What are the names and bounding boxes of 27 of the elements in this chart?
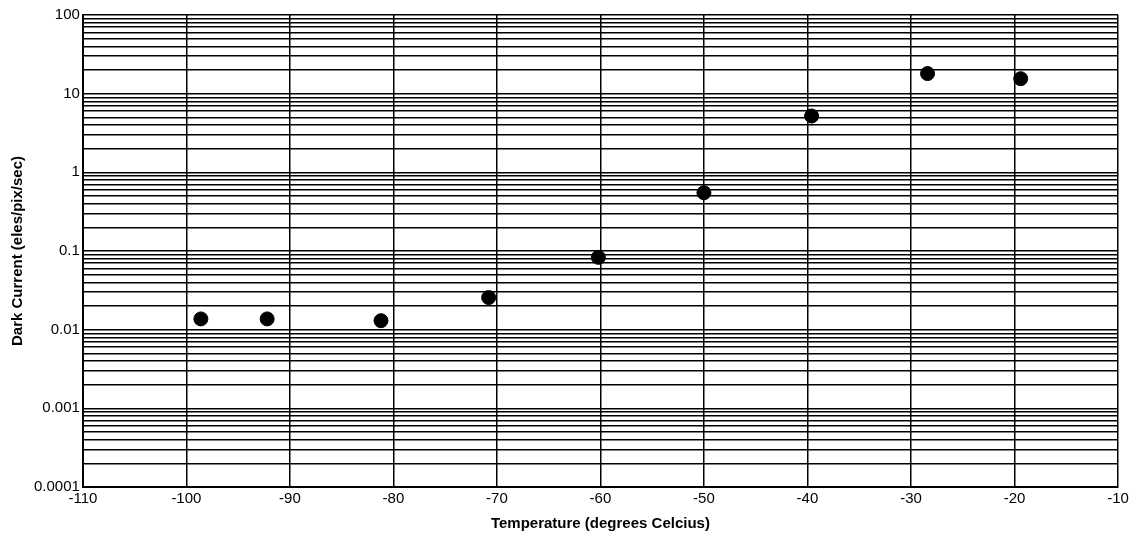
point: [481, 290, 497, 306]
x-tick-label: -50: [693, 489, 715, 507]
point: [920, 66, 936, 82]
x-tick-label: -20: [1003, 489, 1026, 507]
point: [259, 311, 275, 327]
y-axis-title: Dark Current (eles/pix/sec): [8, 155, 26, 347]
y-tick-label: 0.1: [59, 241, 80, 259]
point: [696, 185, 712, 201]
y-tick-label: 0.01: [50, 319, 80, 337]
x-tick-label: -10: [1107, 489, 1129, 507]
point: [804, 108, 820, 124]
x-tick-label: -60: [589, 489, 612, 507]
x-tick-label: -100: [171, 489, 202, 507]
x-tick-label: -90: [279, 489, 301, 507]
point: [590, 249, 606, 265]
point: [193, 311, 209, 327]
x-tick-label: -40: [796, 489, 819, 507]
point: [1013, 71, 1029, 87]
x-tick-label: -80: [382, 489, 405, 507]
x-axis-title: Temperature (degrees Celcius): [490, 514, 710, 532]
y-tick-label: 0.001: [42, 398, 80, 416]
y-tick-label: 10: [63, 83, 80, 101]
x-tick-label: -70: [486, 489, 508, 507]
y-tick-label: 100: [54, 5, 80, 23]
x-tick-label: -30: [900, 489, 922, 507]
point: [373, 313, 389, 329]
y-tick-label: 1: [71, 162, 80, 180]
